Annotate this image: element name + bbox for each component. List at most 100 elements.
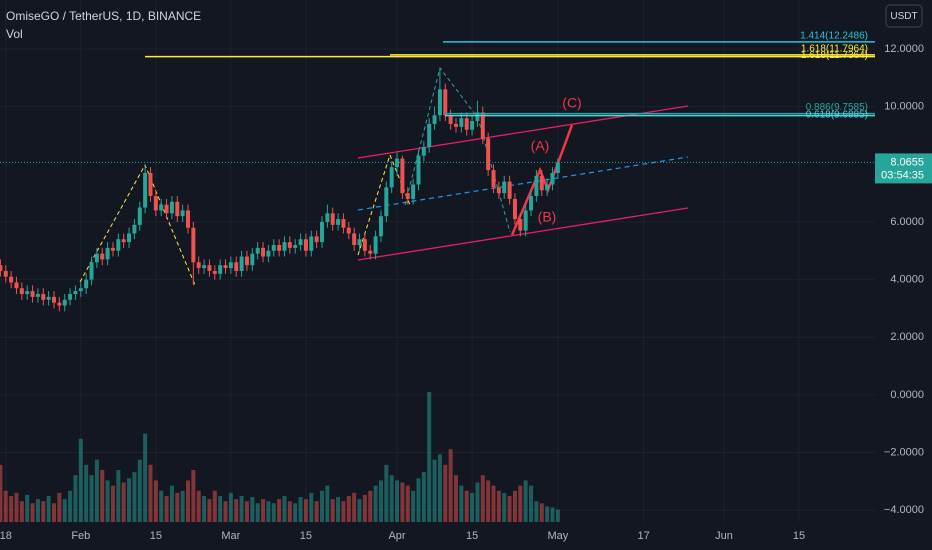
candle-body	[545, 184, 550, 191]
candle-body	[341, 219, 346, 228]
candle-body	[470, 121, 475, 130]
volume-bar	[437, 454, 442, 522]
volume-bar	[14, 492, 19, 522]
candle-body	[186, 210, 190, 228]
candle-body	[127, 233, 132, 243]
candle-body	[46, 296, 51, 300]
volume-bar	[84, 464, 89, 522]
candle-body	[384, 187, 389, 217]
candle-body	[143, 172, 148, 208]
candle-body	[202, 265, 207, 269]
volume-bar	[277, 499, 282, 522]
volume-bar	[261, 499, 266, 522]
volume-bar	[121, 482, 126, 522]
candle-body	[9, 276, 14, 283]
y-tick-label: 0.0000	[890, 389, 924, 401]
candle-body	[261, 247, 266, 257]
candle-body	[116, 239, 121, 251]
currency[interactable]: USDT	[890, 11, 917, 22]
volume-bar	[518, 485, 523, 522]
volume-bar	[550, 507, 555, 522]
volume-bar	[0, 464, 3, 522]
volume-bar	[378, 480, 383, 522]
volume-bar	[3, 490, 8, 522]
volume-bar	[534, 501, 539, 522]
volume-bar	[368, 490, 373, 522]
candle-body	[427, 123, 432, 148]
candle-body	[180, 210, 185, 217]
volume-bar	[30, 503, 35, 522]
volume-bar	[507, 496, 512, 522]
volume-label: Vol	[6, 27, 23, 41]
candle-body	[368, 250, 373, 254]
overlay: 1.414(12.2486) 1.618(11.7964)1.618(11.736…	[0, 30, 875, 225]
candle-body	[330, 213, 335, 225]
volume-bar	[19, 501, 24, 522]
volume-bar	[255, 503, 260, 522]
zigzag-green	[404, 66, 511, 233]
volume-bar	[405, 485, 410, 522]
candle-body	[14, 282, 19, 289]
wave-label: (A)	[531, 138, 550, 154]
fib-label: 1.618(11.7964)	[801, 44, 868, 55]
volume-bar	[421, 472, 426, 522]
volume-bar	[169, 485, 174, 522]
candle-body	[35, 294, 40, 297]
volume-bar	[186, 480, 190, 522]
volume-bar	[346, 496, 351, 522]
candle-body	[416, 155, 421, 185]
candle-body	[352, 233, 357, 246]
volume-bar	[100, 470, 105, 522]
candle-body	[346, 227, 351, 234]
chart-title: OmiseGO / TetherUS, 1D, BINANCE	[6, 9, 201, 23]
candle-body	[266, 250, 271, 257]
volume-bar	[218, 496, 223, 522]
candle-body	[529, 196, 534, 211]
y-tick-label: −4.0000	[884, 504, 924, 516]
volume-bar	[330, 499, 335, 522]
volume-bar	[244, 501, 249, 522]
volume-bar	[105, 480, 110, 522]
volume-bar	[73, 475, 78, 522]
volume-bar	[512, 490, 517, 522]
volume-bar	[239, 496, 244, 522]
candle-body	[19, 288, 24, 295]
x-tick-label: Jun	[715, 530, 733, 542]
candle-body	[303, 239, 308, 251]
candles	[0, 69, 560, 312]
fib-label: 1.618(11.7364)	[801, 50, 868, 61]
candle-body	[362, 239, 367, 251]
volume-bar	[89, 475, 94, 522]
x-tick-label: 17	[637, 530, 649, 542]
volume-bar	[384, 464, 389, 522]
volume-bar	[480, 475, 485, 522]
volume-bar	[432, 459, 437, 522]
volume-bar	[502, 492, 507, 522]
candle-body	[250, 253, 255, 266]
candle-body	[110, 247, 115, 251]
candle-body	[475, 112, 480, 122]
candle-body	[68, 294, 73, 300]
volume-bar	[352, 492, 357, 522]
volume-bar	[116, 470, 121, 522]
y-tick-label: −2.0000	[884, 446, 924, 458]
volume-bar	[207, 499, 212, 522]
candle-body	[282, 242, 287, 251]
candle-body	[223, 265, 228, 269]
volume-bar	[212, 490, 217, 522]
volume-bar	[373, 485, 378, 522]
candle-body	[464, 118, 469, 130]
volume-bar	[287, 501, 292, 522]
volume-bar	[68, 490, 73, 522]
volume-bar	[62, 499, 67, 522]
candle-body	[325, 213, 330, 222]
currency-box[interactable]	[885, 4, 923, 28]
candle-body	[271, 245, 276, 251]
volume-bar	[459, 485, 464, 522]
price-axis-bg	[875, 0, 932, 550]
volume-bar	[164, 496, 169, 522]
volume-bar	[357, 499, 362, 522]
fib-label: 1.414(12.2486)	[800, 30, 868, 41]
volume-bar	[175, 492, 180, 522]
volume-bar	[411, 490, 416, 522]
